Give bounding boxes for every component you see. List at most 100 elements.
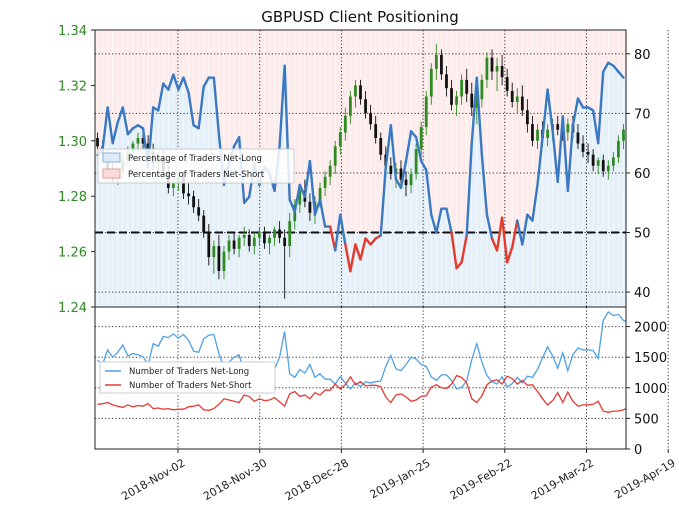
percent-line-segment [116,106,125,124]
candle-body [611,157,615,166]
candle-body [298,190,302,205]
percent-line-segment [445,207,453,234]
candle-body [343,115,347,133]
percent-line-segment [182,76,190,94]
x-axis-tick-label: 2018-Nov-30 [201,456,269,503]
candle-body [581,143,585,152]
bottom-right-axis-tick-label: 1500 [634,351,667,366]
percent-line-segment [536,136,544,187]
candle-body [192,196,196,208]
candle-body [531,124,534,141]
candle-body [434,54,438,69]
percent-line-segment [187,91,195,127]
bottom-right-axis-tick-label: 1000 [634,382,667,397]
candle-body [136,138,140,144]
percent-line-segment [364,237,372,246]
right-axis-tick-label: 50 [634,227,651,242]
percent-line-segment [369,237,377,246]
candle-body [374,124,378,139]
percent-line-segment [430,213,438,234]
percent-line-segment [278,64,286,148]
candle-body [470,93,474,108]
percent-line-segment [435,207,443,234]
percent-line-segment [419,159,428,172]
candle-body [480,79,484,100]
candle-body [429,68,433,97]
candle-body [242,234,246,238]
candle-body [364,99,367,114]
percent-line-segment [521,213,529,246]
percent-line-segment [602,61,610,73]
bottom-legend: Number of Traders Net-Long Number of Tra… [99,361,276,394]
percent-line-segment [399,159,408,190]
candle-body [424,96,428,127]
candle-body [131,143,135,152]
candle-body [187,193,190,197]
candle-body [222,251,226,271]
percent-line-segment [480,153,489,216]
chart-title: GBPUSD Client Positioning [261,8,459,26]
candle-body [273,229,276,238]
percent-line-segment [561,115,570,193]
percent-line-segment [571,97,580,127]
candle-body [455,96,458,105]
percent-line-segment [172,73,180,91]
percent-line-segment [475,76,484,157]
candle-body [338,132,342,147]
percent-line-segment [313,198,322,216]
candle-body [232,240,236,249]
series-number-net-long [97,310,626,391]
candle-body [252,237,256,247]
percent-line-segment [318,198,327,228]
percent-line-segment [349,243,357,273]
x-axis-tick-label: 2019-Jan-25 [368,456,433,501]
candle-body [237,237,241,249]
candle-body [328,165,332,177]
candle-body [227,240,231,252]
percent-line-segment [197,85,205,130]
candle-body [333,146,337,166]
percent-line-segment [495,216,504,252]
x-axis-tick-label: 2019-Apr-19 [612,456,677,501]
bottom-right-axis-tick-label: 0 [634,443,642,458]
candle-body [171,182,175,188]
bottom-right-axis-tick-label: 2000 [634,321,667,336]
percent-line-segment [566,124,575,193]
candle-body [505,77,509,91]
legend-swatch-net-long [102,152,121,163]
percent-line-segment [591,109,600,145]
left-axis-tick-label: 1.34 [58,24,87,39]
candle-body [500,66,504,78]
candle-body [409,174,413,186]
left-axis-tick-label: 1.32 [58,79,87,94]
percent-line-segment [202,76,210,88]
series-number-net-short [97,374,626,413]
candle-body [96,138,99,147]
candle-body [182,176,185,194]
x-axis-tick-label: 2019-Feb-22 [448,456,515,502]
percent-line-segment [177,76,185,91]
candle-body [197,207,201,216]
candle-body [596,160,600,166]
candle-body [288,221,292,247]
bottom-right-axis-tick-label: 500 [634,412,659,427]
bottom-panel-frame [94,306,627,450]
candle-body [510,90,514,103]
percent-line-segment [339,213,347,246]
percent-line-segment [212,76,221,136]
candle-body [278,229,281,238]
candle-body [146,143,150,152]
percent-line-segment [303,159,312,198]
percent-line-segment [470,76,479,145]
left-axis-tick-label: 1.30 [58,135,87,150]
percent-line-segment [242,195,251,204]
percent-line-segment [551,130,559,184]
x-axis-tick-label: 2018-Nov-02 [119,456,187,503]
candle-body [404,179,408,186]
candle-body [141,138,145,144]
percent-line-segment [409,130,418,139]
percent-line-segment [308,159,317,216]
percent-line-segment [450,231,458,270]
candle-body [566,124,570,133]
x-axis-tick-label: 2018-Dec-28 [283,456,351,503]
